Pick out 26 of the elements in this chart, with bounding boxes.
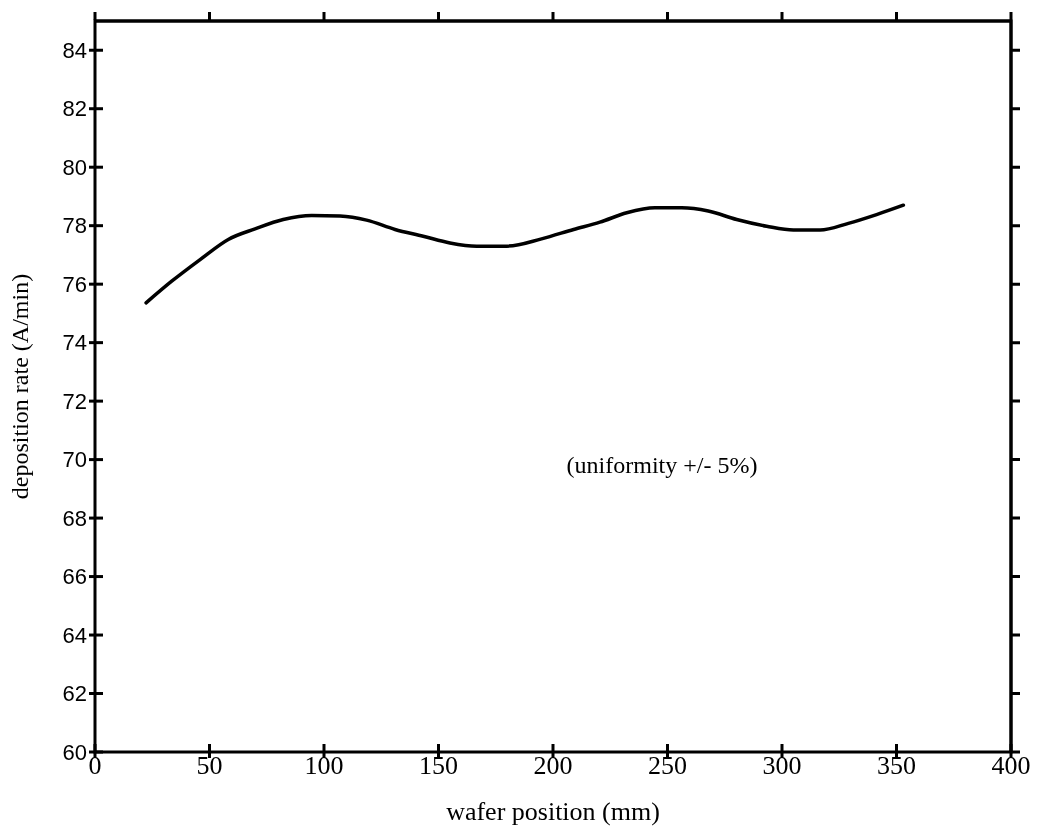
y-tick-label: 72 [62,388,87,414]
y-tick-label: 80 [62,154,87,180]
y-tick-label: 74 [62,330,87,356]
x-tick-label: 0 [88,751,102,780]
x-tick-label: 350 [877,751,916,780]
y-tick-label: 84 [62,37,87,63]
x-tick-label: 200 [533,751,573,780]
x-tick-label: 100 [304,751,344,780]
y-tick-label: 60 [62,739,87,765]
y-tick-label: 62 [62,681,87,707]
y-axis-title: deposition rate (A/min) [7,273,33,500]
y-tick-label: 66 [62,564,87,590]
y-tick-label: 70 [62,447,87,473]
x-axis-title: wafer position (mm) [446,797,660,826]
x-tick-label: 250 [648,751,687,780]
line-series [144,203,906,305]
x-tick-label: 400 [991,751,1031,780]
y-tick-label: 82 [62,96,87,122]
annotation: (uniformity +/- 5%) [566,452,758,479]
y-tick-label: 64 [62,622,87,648]
y-tick-label: 68 [62,505,87,531]
y-tick-label: 78 [62,213,87,239]
x-tick-label: 300 [762,751,802,780]
y-tick-label: 76 [62,271,87,297]
x-tick-label: 50 [196,751,223,780]
x-tick-label: 150 [419,751,458,780]
